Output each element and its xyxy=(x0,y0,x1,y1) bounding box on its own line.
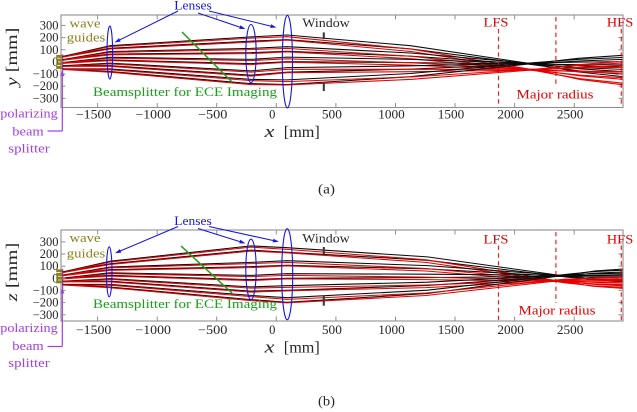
svg-text:[mm]: [mm] xyxy=(284,124,320,141)
svg-text:1500: 1500 xyxy=(438,323,465,337)
svg-text:[mm]: [mm] xyxy=(284,340,320,357)
svg-text:100: 100 xyxy=(40,43,59,57)
svg-text:0: 0 xyxy=(269,323,275,337)
svg-text:−200: −200 xyxy=(33,296,59,310)
svg-text:500: 500 xyxy=(322,323,342,337)
svg-text:0: 0 xyxy=(52,55,58,69)
svg-text:Window: Window xyxy=(302,231,350,246)
svg-text:−100: −100 xyxy=(33,67,59,81)
svg-text:Lenses: Lenses xyxy=(174,213,212,228)
svg-text:100: 100 xyxy=(40,259,59,273)
svg-text:guides: guides xyxy=(67,30,106,45)
svg-text:−500: −500 xyxy=(198,108,228,122)
svg-text:−1500: −1500 xyxy=(76,108,112,122)
svg-text:300: 300 xyxy=(40,18,59,32)
svg-text:polarizing: polarizing xyxy=(0,320,58,335)
svg-text:2000: 2000 xyxy=(497,108,524,122)
svg-text:−1000: −1000 xyxy=(135,108,171,122)
svg-text:x: x xyxy=(263,122,275,141)
svg-text:splitter: splitter xyxy=(8,355,50,370)
svg-text:(a): (a) xyxy=(318,183,335,198)
svg-text:beam: beam xyxy=(12,124,44,139)
svg-text:0: 0 xyxy=(52,271,58,285)
svg-text:z [mm]: z [mm] xyxy=(4,243,21,303)
svg-text:(b): (b) xyxy=(318,395,335,410)
svg-text:y [mm]: y [mm] xyxy=(4,28,21,89)
svg-text:Major radius: Major radius xyxy=(519,303,596,318)
svg-text:Window: Window xyxy=(302,15,350,30)
svg-text:−500: −500 xyxy=(198,323,228,337)
svg-text:2500: 2500 xyxy=(557,323,584,337)
svg-text:−300: −300 xyxy=(33,308,59,322)
svg-text:1000: 1000 xyxy=(378,108,405,122)
svg-text:1500: 1500 xyxy=(438,108,465,122)
svg-text:−1000: −1000 xyxy=(135,323,171,337)
svg-text:Beamsplitter for ECE Imaging: Beamsplitter for ECE Imaging xyxy=(93,296,278,311)
svg-text:wave: wave xyxy=(70,16,101,31)
svg-text:x: x xyxy=(263,338,275,357)
svg-text:200: 200 xyxy=(40,31,59,45)
svg-text:−200: −200 xyxy=(33,79,59,93)
svg-text:Lenses: Lenses xyxy=(174,0,212,13)
svg-text:−1500: −1500 xyxy=(76,323,112,337)
svg-text:0: 0 xyxy=(269,108,275,122)
svg-text:Major radius: Major radius xyxy=(517,87,594,102)
svg-text:2500: 2500 xyxy=(557,108,584,122)
svg-text:splitter: splitter xyxy=(8,140,50,155)
svg-text:200: 200 xyxy=(40,247,59,261)
svg-text:polarizing: polarizing xyxy=(0,105,58,120)
svg-text:Beamsplitter for ECE Imaging: Beamsplitter for ECE Imaging xyxy=(93,84,278,99)
svg-text:2000: 2000 xyxy=(497,323,524,337)
svg-text:−100: −100 xyxy=(33,283,59,297)
svg-text:LFS: LFS xyxy=(484,232,509,247)
svg-text:wave: wave xyxy=(70,230,101,245)
svg-text:beam: beam xyxy=(12,338,44,353)
svg-text:−300: −300 xyxy=(33,91,59,105)
svg-text:LFS: LFS xyxy=(484,15,509,30)
svg-text:500: 500 xyxy=(322,108,342,122)
svg-text:HFS: HFS xyxy=(607,232,634,247)
svg-text:1000: 1000 xyxy=(378,323,405,337)
svg-text:guides: guides xyxy=(67,246,106,261)
svg-text:300: 300 xyxy=(40,235,59,249)
svg-text:HFS: HFS xyxy=(607,15,634,30)
